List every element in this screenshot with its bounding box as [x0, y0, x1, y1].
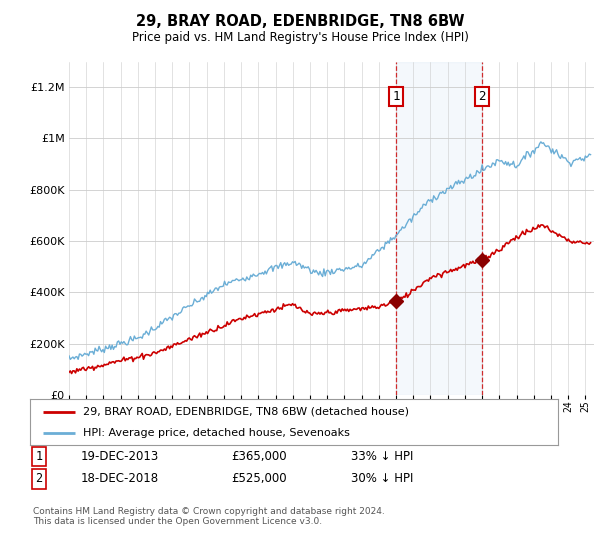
Text: HPI: Average price, detached house, Sevenoaks: HPI: Average price, detached house, Seve…	[83, 428, 350, 438]
Text: 19-DEC-2013: 19-DEC-2013	[81, 450, 159, 463]
Text: Price paid vs. HM Land Registry's House Price Index (HPI): Price paid vs. HM Land Registry's House …	[131, 31, 469, 44]
Text: 2: 2	[35, 472, 43, 486]
Text: 29, BRAY ROAD, EDENBRIDGE, TN8 6BW (detached house): 29, BRAY ROAD, EDENBRIDGE, TN8 6BW (deta…	[83, 407, 409, 417]
Text: 18-DEC-2018: 18-DEC-2018	[81, 472, 159, 486]
Text: £525,000: £525,000	[231, 472, 287, 486]
Text: 29, BRAY ROAD, EDENBRIDGE, TN8 6BW: 29, BRAY ROAD, EDENBRIDGE, TN8 6BW	[136, 14, 464, 29]
Bar	[396, 62, 482, 395]
Text: 1: 1	[35, 450, 43, 463]
Text: Contains HM Land Registry data © Crown copyright and database right 2024.
This d: Contains HM Land Registry data © Crown c…	[33, 507, 385, 526]
Text: 33% ↓ HPI: 33% ↓ HPI	[351, 450, 413, 463]
Text: 2: 2	[478, 90, 486, 103]
Text: 1: 1	[392, 90, 400, 103]
Text: 30% ↓ HPI: 30% ↓ HPI	[351, 472, 413, 486]
Text: £365,000: £365,000	[231, 450, 287, 463]
